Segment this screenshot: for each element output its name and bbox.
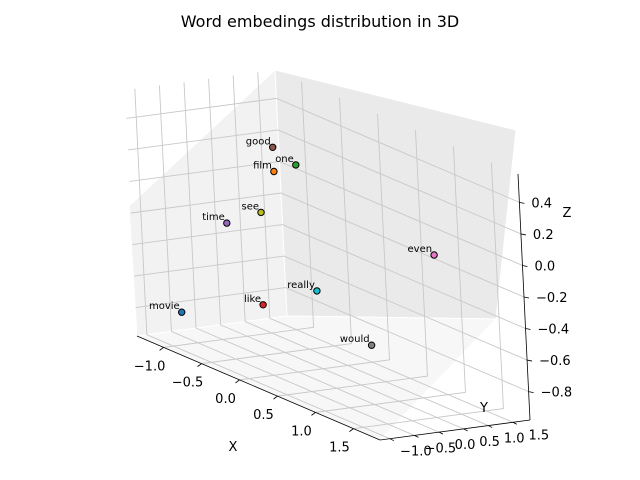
point-label-movie: movie [149, 301, 180, 312]
y-gridline [232, 75, 489, 426]
x-axis-label: X [229, 440, 238, 455]
y-tick [463, 428, 468, 432]
z-gridline [127, 129, 522, 235]
data-point-good [269, 143, 277, 152]
x-tick [311, 412, 316, 416]
x-gridline [239, 113, 390, 381]
z-tick [519, 201, 525, 204]
point-label-good: good [246, 136, 271, 147]
point-label-would: would [340, 334, 370, 345]
y-tick-label: 1.0 [504, 432, 525, 447]
y-gridline [134, 88, 391, 440]
y-tick-label: 0.0 [455, 438, 476, 453]
x-tick [273, 395, 278, 400]
z-gridline [135, 287, 529, 393]
y-axis-label: Y [479, 401, 488, 416]
z-tick-label: −0.2 [536, 291, 568, 306]
z-tick [523, 296, 530, 299]
y-tick-label: −0.5 [425, 441, 457, 456]
x-axis-line [136, 335, 381, 441]
z-gridline [134, 255, 528, 361]
x-tick-label: 1.5 [329, 441, 350, 456]
data-point-like [259, 301, 267, 309]
z-axis-label: Z [563, 206, 572, 221]
z-tick [520, 233, 527, 236]
x-tick-label: −0.5 [172, 376, 204, 391]
data-point-even [430, 251, 438, 259]
point-label-film: film [253, 161, 272, 172]
axes: −1.0−0.50.00.51.01.5 −1.0−0.50.0 0.5 1.0 1.5… [134, 173, 573, 460]
data-point-time [223, 219, 231, 227]
x-tick-label: 1.0 [291, 424, 312, 439]
grid [126, 72, 529, 440]
data-point-movie [178, 308, 186, 316]
data-point-really [313, 287, 321, 295]
x-gridline [353, 162, 504, 430]
point-label-see: see [241, 201, 259, 212]
z-gridline [129, 160, 523, 266]
y-tick-label: −1.0 [400, 445, 432, 460]
data-point-film [270, 167, 278, 176]
data-point-would [367, 341, 376, 349]
z-tick [526, 359, 533, 362]
z-tick-label: −0.4 [538, 323, 570, 338]
x-gridline [315, 146, 466, 413]
chart-title: Word embedings distribution in 3D [181, 12, 459, 31]
z-gridline [130, 192, 525, 298]
z-tick [525, 328, 531, 330]
y-tick [488, 425, 493, 428]
y-axis-line [379, 419, 531, 441]
z-tick-label: 0.4 [531, 196, 552, 211]
z-tick-label: −0.6 [539, 354, 571, 369]
data-point-see [257, 208, 265, 217]
x-tick [235, 379, 240, 384]
x-gridline [277, 130, 428, 397]
y-tick [512, 421, 517, 425]
x-tick-label: 0.5 [253, 408, 274, 423]
point-label-like: like [244, 294, 261, 305]
point-label-even: even [408, 244, 433, 255]
x-tick-label: −1.0 [134, 359, 166, 374]
y-tick [438, 431, 444, 435]
z-tick [528, 391, 534, 394]
data-point-one [292, 161, 300, 169]
point-label-time: time [202, 212, 225, 223]
point-label-one: one [275, 154, 294, 165]
y-gridline [158, 85, 415, 436]
y-gridline [183, 82, 440, 433]
z-gridline [132, 224, 526, 329]
y-tick [389, 438, 395, 442]
y-gridline [257, 72, 513, 423]
point-label-really: really [287, 280, 315, 291]
x-gridline [163, 81, 315, 348]
y-tick [414, 435, 419, 438]
x-gridline [201, 97, 353, 365]
y-tick-label: 0.5 [479, 435, 500, 450]
z-tick-label: 0.2 [533, 228, 554, 243]
z-tick [522, 265, 528, 267]
z-tick-label: 0.0 [534, 259, 555, 274]
z-gridline [126, 97, 520, 203]
x-tick [159, 347, 164, 351]
x-tick [349, 428, 354, 432]
y-tick-label: 1.5 [528, 428, 549, 443]
x-tick [197, 363, 202, 367]
x-tick-label: 0.0 [215, 392, 236, 407]
z-tick-label: −0.8 [541, 386, 573, 401]
y-gridline [208, 78, 464, 430]
